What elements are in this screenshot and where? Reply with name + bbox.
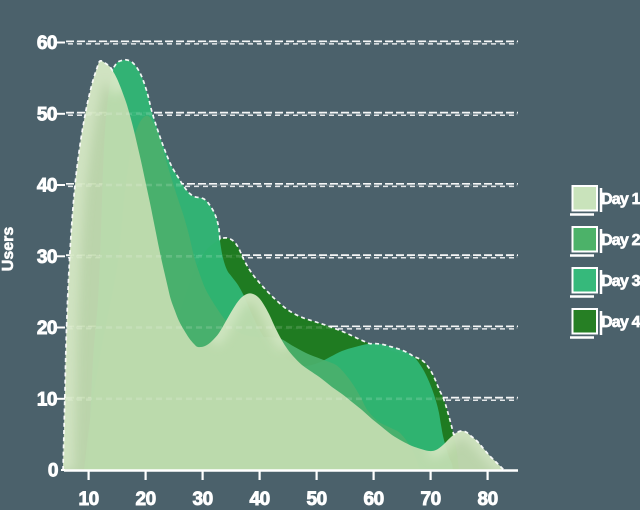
- svg-text:30: 30: [37, 247, 57, 268]
- svg-text:Users: Users: [0, 227, 17, 272]
- svg-text:10: 10: [79, 489, 99, 510]
- svg-text:70: 70: [421, 489, 441, 510]
- svg-text:30: 30: [193, 489, 213, 510]
- svg-text:0: 0: [48, 461, 58, 482]
- svg-text:60: 60: [37, 33, 57, 54]
- svg-text:40: 40: [37, 176, 57, 197]
- svg-text:20: 20: [37, 318, 57, 339]
- svg-text:Day 1: Day 1: [601, 191, 640, 208]
- svg-text:Day 3: Day 3: [601, 273, 640, 290]
- svg-text:50: 50: [307, 489, 327, 510]
- svg-text:60: 60: [364, 489, 384, 510]
- svg-text:10: 10: [37, 389, 57, 410]
- svg-text:20: 20: [136, 489, 156, 510]
- svg-text:Day 2: Day 2: [601, 232, 640, 249]
- svg-text:80: 80: [478, 489, 498, 510]
- svg-text:50: 50: [37, 104, 57, 125]
- svg-text:40: 40: [250, 489, 270, 510]
- svg-text:Day 4: Day 4: [601, 314, 640, 331]
